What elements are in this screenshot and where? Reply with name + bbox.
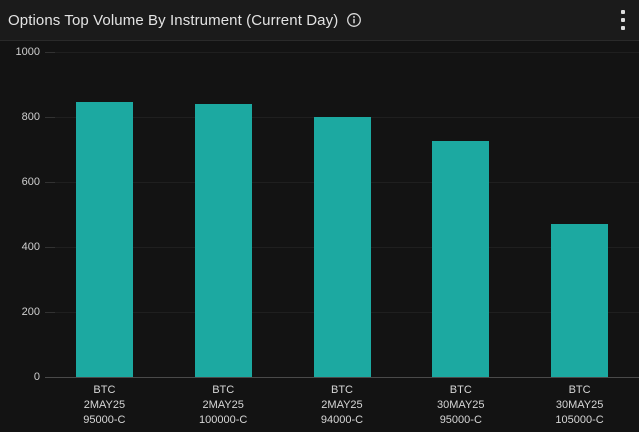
- y-axis-tick: [45, 52, 55, 53]
- bar[interactable]: [75, 102, 133, 377]
- chart-title: Options Top Volume By Instrument (Curren…: [8, 11, 339, 29]
- x-axis-category-label: BTC 2MAY25 94000-C: [320, 384, 364, 426]
- y-axis-tick: [45, 182, 55, 183]
- y-axis-tick-label: 800: [21, 111, 40, 123]
- y-axis-tick: [45, 247, 55, 248]
- y-axis-tick-label: 1000: [15, 46, 40, 58]
- gridline: [45, 52, 639, 53]
- bar[interactable]: [313, 117, 371, 377]
- y-axis-tick-label: 0: [33, 371, 40, 383]
- x-axis-category-label: BTC 30MAY25 105000-C: [555, 384, 604, 426]
- info-circle-icon[interactable]: [346, 12, 362, 28]
- chart-header: Options Top Volume By Instrument (Curren…: [0, 0, 639, 41]
- bar-chart-plot-area: 0 200 400 600 800 1000 BTC 2MAY25 95000-C BTC 2MAY…: [0, 41, 639, 432]
- y-axis-tick-label: 200: [21, 306, 40, 318]
- y-axis-tick-label: 600: [21, 176, 40, 188]
- x-axis-category-label: BTC 30MAY25 95000-C: [437, 384, 485, 426]
- y-axis-tick: [45, 312, 55, 313]
- y-axis-tick-label: 400: [21, 241, 40, 253]
- y-axis-tick: [45, 117, 55, 118]
- bar[interactable]: [432, 141, 490, 377]
- x-axis-baseline: [45, 377, 639, 378]
- x-axis-category-label: BTC 2MAY25 100000-C: [199, 384, 248, 426]
- bar[interactable]: [194, 103, 252, 377]
- kebab-menu-icon[interactable]: [617, 5, 629, 35]
- bar[interactable]: [551, 224, 609, 377]
- x-axis-category-label: BTC 2MAY25 95000-C: [83, 384, 126, 426]
